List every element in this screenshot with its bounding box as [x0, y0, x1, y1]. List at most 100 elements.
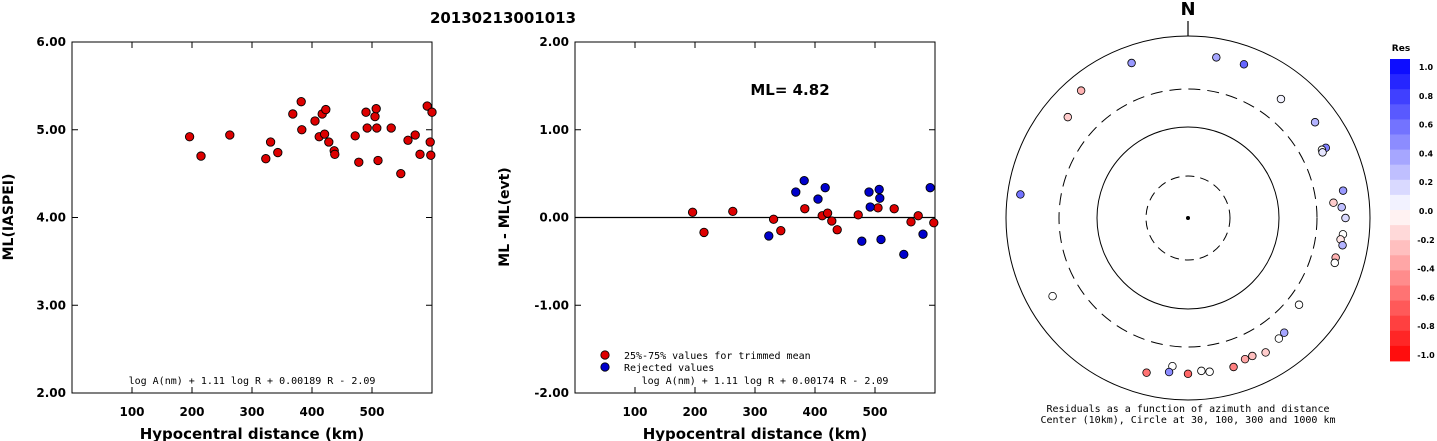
formula-label: log A(nm) + 1.11 log R + 0.00174 R - 2.0… — [642, 376, 889, 387]
center-dot — [1186, 216, 1190, 220]
colorbar-cell — [1390, 149, 1410, 166]
data-point — [422, 101, 432, 111]
residual-point — [1183, 369, 1193, 379]
residual-points — [1016, 53, 1350, 379]
azimuth-distance-plot: N Residuals as a function of azimuth and… — [1005, 0, 1371, 426]
residual-point — [1142, 368, 1151, 377]
data-point — [918, 229, 928, 239]
data-point — [386, 123, 396, 133]
ring-30km — [1145, 175, 1231, 261]
data-point — [889, 204, 899, 214]
x-tick-label: 500 — [862, 405, 887, 419]
data-point — [899, 249, 909, 260]
residual-point — [1280, 328, 1289, 337]
residual-point — [1294, 300, 1304, 309]
legend-label-rejected: Rejected values — [624, 363, 714, 374]
data-point — [350, 131, 360, 141]
ring-100km — [1096, 126, 1280, 310]
colorbar-ticks: 1.0 0.8 0.6 0.4 0.2 0.0 -0.2 -0.4 -0.6 -0.8 -1.0 — [1417, 63, 1435, 360]
data-point — [225, 130, 235, 140]
colorbar-cell — [1390, 315, 1410, 332]
ring-300km — [1058, 88, 1318, 348]
data-point — [273, 147, 283, 158]
data-point — [330, 149, 340, 159]
data-point — [425, 137, 435, 147]
y-tick-label: 4.00 — [36, 211, 66, 225]
data-point — [415, 149, 425, 159]
data-point — [361, 107, 371, 117]
colorbar-tick-label: 0.6 — [1419, 121, 1434, 130]
data-point — [403, 135, 413, 145]
residual-point — [1127, 58, 1136, 68]
residual-point — [1240, 354, 1250, 364]
legend-marker-rejected — [600, 362, 610, 372]
caption-line-1: Residuals as a function of azimuth and d… — [1047, 404, 1330, 415]
data-point — [372, 123, 382, 133]
y-axis-ticks: -2.00 -1.00 0.00 1.00 2.00 — [534, 35, 935, 400]
colorbar-cell — [1390, 270, 1410, 286]
data-point — [699, 227, 709, 238]
residual-point — [1338, 186, 1348, 195]
residual-point — [1310, 118, 1320, 127]
y-axis-ticks: 2.00 3.00 4.00 5.00 6.00 — [36, 35, 432, 400]
ml-annotation: ML= 4.82 — [750, 81, 829, 99]
legend-label-trimmed: 25%-75% values for trimmed mean — [624, 351, 811, 362]
data-point — [362, 123, 372, 133]
data-point — [800, 204, 810, 214]
x-tick-label: 200 — [682, 405, 707, 419]
data-point — [864, 187, 874, 197]
residual-point — [1048, 291, 1057, 301]
x-tick-label: 300 — [239, 405, 264, 419]
residual-point — [1276, 94, 1286, 104]
data-point — [687, 207, 698, 217]
colorbar-cells — [1390, 59, 1410, 362]
colorbar-cell — [1390, 119, 1410, 135]
residual-point — [1248, 351, 1257, 361]
data-point — [857, 236, 867, 246]
data-point — [906, 217, 916, 227]
data-point — [426, 150, 436, 160]
data-point — [813, 194, 823, 204]
residual-point — [1341, 213, 1350, 223]
data-point — [873, 203, 883, 213]
x-axis-ticks: 100 200 300 400 500 — [119, 42, 385, 419]
data-point — [296, 97, 306, 107]
data-point — [196, 151, 206, 161]
x-tick-label: 500 — [359, 405, 384, 419]
x-axis-label: Hypocentral distance (km) — [643, 425, 868, 441]
colorbar-tick-label: -0.8 — [1417, 322, 1435, 331]
colorbar-tick-label: 0.0 — [1419, 207, 1434, 216]
colorbar-tick-label: -0.2 — [1417, 236, 1435, 245]
residual-point — [1261, 348, 1270, 357]
y-tick-label: 1.00 — [539, 123, 569, 137]
residual-point — [1076, 86, 1086, 95]
residual-point — [1329, 198, 1338, 207]
formula-label: log A(nm) + 1.11 log R + 0.00189 R - 2.0… — [129, 376, 376, 387]
data-point — [822, 208, 833, 218]
colorbar-cell — [1390, 285, 1410, 301]
data-point — [768, 214, 779, 224]
y-tick-label: 6.00 — [36, 35, 66, 49]
data-point — [728, 206, 738, 217]
data-point — [820, 183, 830, 193]
data-point — [875, 193, 885, 203]
data-point — [265, 137, 276, 147]
data-point — [876, 234, 886, 245]
colorbar-cell — [1390, 89, 1410, 105]
data-point — [310, 116, 320, 126]
y-tick-label: -1.00 — [534, 298, 569, 312]
colorbar-title: Res — [1392, 44, 1410, 54]
caption-line-2: Center (10km), Circle at 30, 100, 300 an… — [1040, 415, 1335, 426]
colorbar-tick-label: -0.4 — [1417, 265, 1435, 274]
data-point — [776, 226, 786, 236]
x-tick-label: 200 — [179, 405, 204, 419]
data-point — [319, 129, 330, 139]
residual-point — [1212, 53, 1221, 62]
y-tick-label: -2.00 — [534, 386, 569, 400]
colorbar-tick-label: -1.0 — [1417, 351, 1435, 360]
colorbar-cell — [1390, 330, 1410, 347]
x-tick-label: 400 — [802, 405, 827, 419]
residual-point — [1205, 367, 1214, 376]
colorbar-cell — [1390, 210, 1410, 226]
